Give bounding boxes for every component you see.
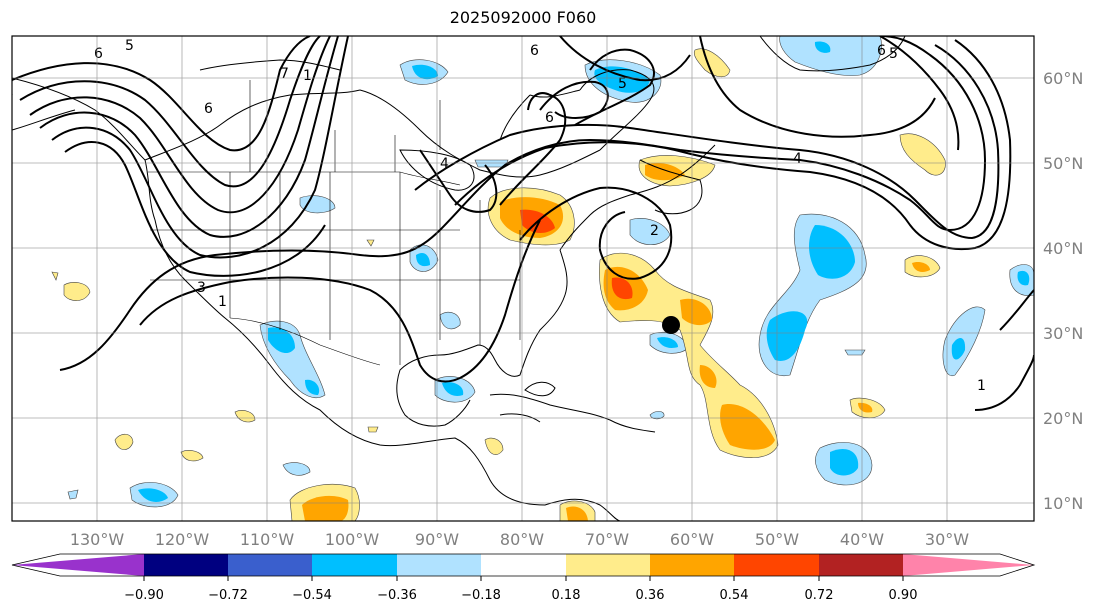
lat-label: 50°N xyxy=(1043,154,1083,173)
contour-label: 1 xyxy=(218,294,227,310)
contour-label: 4 xyxy=(440,156,449,172)
contour-labels: 5 6 7 1 6 6 6 4 4 5 2 3 1 6 5 1 xyxy=(94,38,986,394)
shaded-anomalies xyxy=(51,36,1034,521)
longitude-labels: 130°W 120°W 110°W 100°W 90°W 80°W 70°W 6… xyxy=(70,530,969,549)
contour-label: 7 xyxy=(280,66,289,82)
colorbar-ticks xyxy=(143,576,904,581)
lon-label: 40°W xyxy=(840,530,884,549)
lat-label: 30°N xyxy=(1043,324,1083,343)
lat-label: 60°N xyxy=(1043,69,1083,88)
colorbar-label: 0.54 xyxy=(720,588,749,603)
contour-label: 6 xyxy=(545,110,554,126)
colorbar-segment xyxy=(566,554,650,576)
lat-label: 40°N xyxy=(1043,239,1083,258)
coastlines xyxy=(12,36,906,521)
contour-label: 1 xyxy=(303,68,312,84)
lon-label: 110°W xyxy=(240,530,295,549)
colorbar-label: −0.36 xyxy=(377,588,417,603)
colorbar-label: 0.90 xyxy=(889,588,918,603)
colorbar-segments xyxy=(12,554,1034,576)
colorbar-label: 0.18 xyxy=(552,588,581,603)
colorbar-label: −0.90 xyxy=(124,588,164,603)
contour-label: 5 xyxy=(618,76,627,92)
colorbar-segment xyxy=(228,554,312,576)
lon-label: 120°W xyxy=(155,530,210,549)
latitude-labels: 60°N 50°N 40°N 30°N 20°N 10°N xyxy=(1043,69,1083,513)
colorbar-label: 0.36 xyxy=(636,588,665,603)
colorbar-segment xyxy=(481,554,566,576)
political-borders xyxy=(148,80,521,366)
colorbar-segment xyxy=(650,554,734,576)
colorbar: −0.90 −0.72 −0.54 −0.36 −0.18 0.18 0.36 … xyxy=(11,553,1036,603)
contour-label: 1 xyxy=(977,378,986,394)
colorbar-segment xyxy=(819,554,903,576)
lon-label: 30°W xyxy=(925,530,969,549)
contour-label: 6 xyxy=(94,46,103,62)
map-frame xyxy=(11,35,1035,522)
colorbar-label: 0.72 xyxy=(805,588,834,603)
contour-label: 5 xyxy=(125,38,134,54)
colorbar-segment xyxy=(397,554,481,576)
lat-label: 20°N xyxy=(1043,409,1083,428)
lon-label: 100°W xyxy=(325,530,380,549)
contour-label: 3 xyxy=(197,280,206,296)
colorbar-segment xyxy=(903,554,1034,576)
colorbar-labels: −0.90 −0.72 −0.54 −0.36 −0.18 0.18 0.36 … xyxy=(124,588,917,603)
contour-label: 4 xyxy=(793,151,802,167)
contour-label: 6 xyxy=(877,43,886,59)
colorbar-segment xyxy=(144,554,228,576)
colorbar-label: −0.72 xyxy=(208,588,248,603)
contour-label: 5 xyxy=(889,46,898,62)
lon-label: 60°W xyxy=(670,530,714,549)
lon-label: 90°W xyxy=(415,530,459,549)
colorbar-segment xyxy=(312,554,397,576)
colorbar-segment xyxy=(12,554,144,576)
colorbar-label: −0.18 xyxy=(461,588,501,603)
contour-lines xyxy=(12,36,1034,411)
colorbar-outline xyxy=(11,553,1036,577)
gridlines xyxy=(12,36,1034,521)
black-dot-marker xyxy=(662,316,680,334)
map-title: 2025092000 F060 xyxy=(449,8,597,27)
colorbar-label: −0.54 xyxy=(292,588,332,603)
contour-label: 6 xyxy=(530,43,539,59)
contour-label: 2 xyxy=(650,223,659,239)
lon-label: 50°W xyxy=(755,530,799,549)
contour-label: 6 xyxy=(204,101,213,117)
lat-label: 10°N xyxy=(1043,494,1083,513)
colorbar-segment xyxy=(734,554,819,576)
lon-label: 70°W xyxy=(585,530,629,549)
lon-label: 130°W xyxy=(70,530,125,549)
lon-label: 80°W xyxy=(500,530,544,549)
